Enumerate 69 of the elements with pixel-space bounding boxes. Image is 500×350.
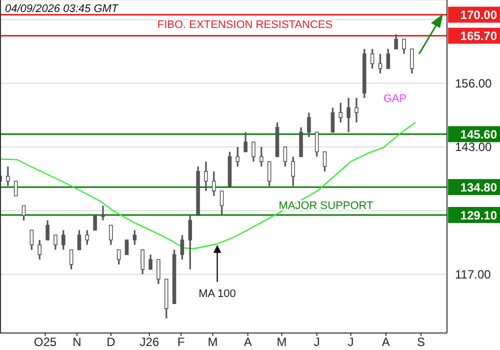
candlestick (291, 156, 295, 187)
candlestick (156, 258, 160, 285)
candlestick (267, 160, 272, 187)
candlestick (101, 204, 105, 222)
candlestick (124, 240, 129, 256)
candlestick (180, 234, 184, 260)
candlestick (30, 229, 34, 251)
y-tick-label: 117.00 (455, 267, 492, 282)
x-tick-label: M (208, 335, 218, 349)
annotation: GAP (383, 93, 407, 105)
candlestick (354, 97, 358, 124)
candlestick (370, 48, 374, 70)
x-tick-label: S (416, 335, 425, 349)
candlestick (283, 146, 288, 168)
y-tick-label: 156.00 (455, 76, 492, 91)
candlestick (346, 97, 350, 134)
candlestick (54, 234, 58, 251)
candlestick (410, 48, 414, 74)
x-tick-label: N (72, 335, 82, 349)
y-tick-label: 143.00 (455, 140, 492, 154)
candlestick (314, 131, 319, 158)
ref-line-label: 134.80 (460, 180, 498, 195)
candlestick (204, 160, 208, 192)
candlestick (322, 151, 327, 172)
ref-line-label: 145.60 (460, 128, 498, 142)
candlestick (148, 254, 152, 270)
candlestick (22, 204, 26, 222)
x-tick-label: A (382, 335, 390, 349)
candlestick (252, 141, 256, 162)
candlestick (69, 248, 74, 270)
candlestick (46, 220, 50, 241)
chart-title: 04/09/2026 03:45 GMT (5, 3, 120, 15)
candlestick (338, 102, 343, 124)
x-tick-label: J26 (140, 335, 160, 349)
x-tick-label: J (348, 335, 354, 349)
candlestick (61, 229, 66, 251)
candlestick (330, 106, 335, 134)
candlestick (85, 229, 90, 246)
candlestick (93, 215, 97, 231)
candlestick (188, 214, 192, 270)
x-tick-label: O25 (34, 335, 57, 349)
candlestick (6, 166, 10, 187)
ref-line-label: 129.10 (460, 208, 498, 222)
x-tick-label: D (106, 335, 116, 349)
x-tick-label: A (244, 335, 252, 349)
candlestick (394, 33, 398, 50)
text: MA 100 (198, 288, 236, 300)
candlestick (38, 239, 42, 260)
x-tick-label: J (314, 335, 320, 349)
candlestick (212, 170, 216, 197)
candlestick (116, 248, 121, 266)
annotation: FIBO. EXTENSION RESISTANCES (157, 19, 333, 31)
candlestick (109, 224, 113, 246)
candlestick (132, 229, 137, 246)
candlestick (220, 190, 224, 216)
candlestick (260, 146, 264, 168)
candlestick (14, 180, 18, 196)
candlestick (386, 48, 390, 70)
candlestick (140, 248, 144, 276)
candlestick (77, 229, 82, 251)
candlestick (402, 38, 406, 55)
x-tick-label: M (276, 335, 287, 349)
candlestick (307, 112, 311, 138)
candlestick (378, 53, 382, 74)
candlestick (244, 131, 248, 153)
x-tick-label: F (177, 335, 185, 349)
ref-line-label: 170.00 (460, 8, 498, 22)
ref-line-label: 165.70 (460, 29, 498, 44)
candlestick (236, 146, 240, 168)
